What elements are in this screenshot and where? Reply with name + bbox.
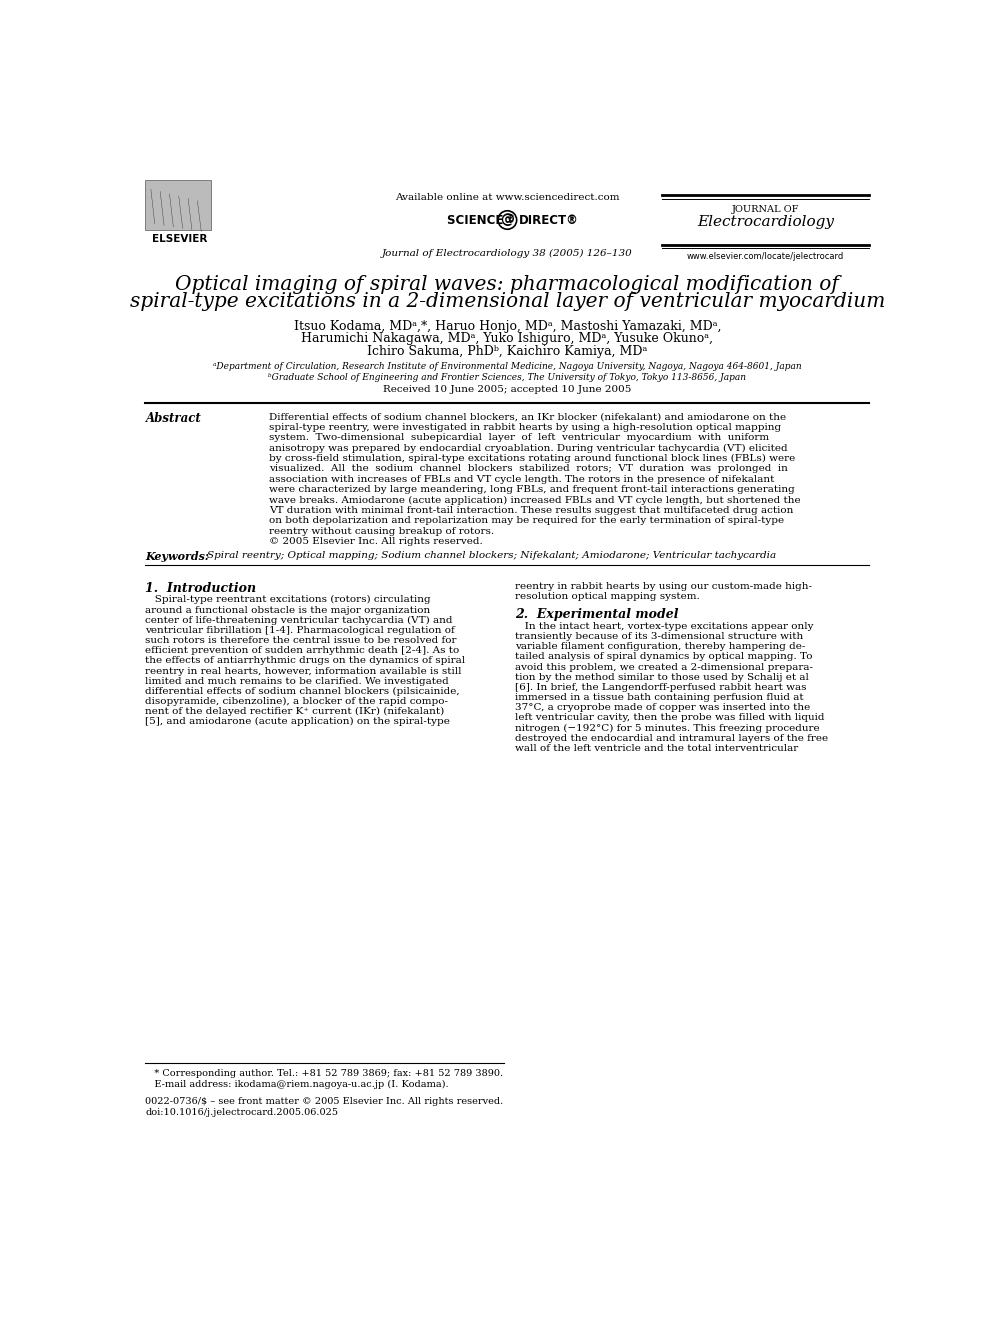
Text: visualized.  All  the  sodium  channel  blockers  stabilized  rotors;  VT  durat: visualized. All the sodium channel block… (269, 465, 788, 474)
Text: VT duration with minimal front-tail interaction. These results suggest that mult: VT duration with minimal front-tail inte… (269, 506, 794, 515)
Text: ventricular fibrillation [1-4]. Pharmacological regulation of: ventricular fibrillation [1-4]. Pharmaco… (146, 626, 455, 635)
Text: www.elsevier.com/locate/jelectrocard: www.elsevier.com/locate/jelectrocard (687, 252, 844, 261)
Text: ᵃDepartment of Circulation, Research Institute of Environmental Medicine, Nagoya: ᵃDepartment of Circulation, Research Ins… (213, 363, 802, 371)
Text: anisotropy was prepared by endocardial cryoablation. During ventricular tachycar: anisotropy was prepared by endocardial c… (269, 444, 788, 453)
Text: limited and much remains to be clarified. We investigated: limited and much remains to be clarified… (146, 677, 449, 685)
Text: [5], and amiodarone (acute application) on the spiral-type: [5], and amiodarone (acute application) … (146, 717, 450, 726)
Text: around a functional obstacle is the major organization: around a functional obstacle is the majo… (146, 606, 431, 615)
Text: Optical imaging of spiral waves: pharmacological modification of: Optical imaging of spiral waves: pharmac… (175, 276, 840, 294)
Text: Abstract: Abstract (146, 412, 201, 425)
Text: 1.  Introduction: 1. Introduction (146, 582, 256, 594)
Text: [6]. In brief, the Langendorff-perfused rabbit heart was: [6]. In brief, the Langendorff-perfused … (515, 682, 807, 692)
Text: spiral-type excitations in a 2-dimensional layer of ventricular myocardium: spiral-type excitations in a 2-dimension… (130, 293, 885, 312)
Text: by cross-field stimulation, spiral-type excitations rotating around functional b: by cross-field stimulation, spiral-type … (269, 454, 796, 463)
Text: Itsuo Kodama, MDᵃ,*, Haruo Honjo, MDᵃ, Mastoshi Yamazaki, MDᵃ,: Itsuo Kodama, MDᵃ,*, Haruo Honjo, MDᵃ, M… (294, 321, 721, 333)
Text: association with increases of FBLs and VT cycle length. The rotors in the presen: association with increases of FBLs and V… (269, 475, 775, 484)
Text: reentry without causing breakup of rotors.: reentry without causing breakup of rotor… (269, 527, 495, 536)
Text: Ichiro Sakuma, PhDᵇ, Kaichiro Kamiya, MDᵃ: Ichiro Sakuma, PhDᵇ, Kaichiro Kamiya, MD… (367, 345, 647, 358)
Text: efficient prevention of sudden arrhythmic death [2-4]. As to: efficient prevention of sudden arrhythmi… (146, 647, 459, 655)
Text: left ventricular cavity, then the probe was filled with liquid: left ventricular cavity, then the probe … (515, 713, 825, 722)
Text: Electrocardiology: Electrocardiology (697, 215, 834, 230)
Text: such rotors is therefore the central issue to be resolved for: such rotors is therefore the central iss… (146, 636, 457, 645)
Text: spiral-type reentry, were investigated in rabbit hearts by using a high-resoluti: spiral-type reentry, were investigated i… (269, 422, 781, 432)
Text: nitrogen (−192°C) for 5 minutes. This freezing procedure: nitrogen (−192°C) for 5 minutes. This fr… (515, 723, 820, 733)
Text: the effects of antiarrhythmic drugs on the dynamics of spiral: the effects of antiarrhythmic drugs on t… (146, 656, 465, 665)
Text: ᵇGraduate School of Engineering and Frontier Sciences, The University of Tokyo, : ᵇGraduate School of Engineering and Fron… (268, 374, 746, 383)
Text: JOURNAL OF: JOURNAL OF (732, 205, 799, 214)
Text: Spiral-type reentrant excitations (rotors) circulating: Spiral-type reentrant excitations (rotor… (146, 595, 431, 605)
Text: on both depolarization and repolarization may be required for the early terminat: on both depolarization and repolarizatio… (269, 516, 785, 525)
Text: @: @ (500, 213, 515, 227)
Text: 37°C, a cryoprobe made of copper was inserted into the: 37°C, a cryoprobe made of copper was ins… (515, 704, 811, 713)
Text: nent of the delayed rectifier K⁺ current (IKr) (nifekalant): nent of the delayed rectifier K⁺ current… (146, 708, 445, 717)
Text: Received 10 June 2005; accepted 10 June 2005: Received 10 June 2005; accepted 10 June … (383, 385, 632, 393)
Text: DIRECT®: DIRECT® (519, 214, 579, 227)
Text: Journal of Electrocardiology 38 (2005) 126–130: Journal of Electrocardiology 38 (2005) 1… (382, 249, 633, 259)
Text: E-mail address: ikodama@riem.nagoya-u.ac.jp (I. Kodama).: E-mail address: ikodama@riem.nagoya-u.ac… (146, 1080, 449, 1089)
Text: In the intact heart, vortex-type excitations appear only: In the intact heart, vortex-type excitat… (515, 622, 814, 631)
Text: 0022-0736/$ – see front matter © 2005 Elsevier Inc. All rights reserved.: 0022-0736/$ – see front matter © 2005 El… (146, 1097, 504, 1106)
Text: resolution optical mapping system.: resolution optical mapping system. (515, 591, 700, 601)
Text: system.  Two-dimensional  subepicardial  layer  of  left  ventricular  myocardiu: system. Two-dimensional subepicardial la… (269, 433, 769, 442)
Text: avoid this problem, we created a 2-dimensional prepara-: avoid this problem, we created a 2-dimen… (515, 663, 813, 672)
Text: ELSEVIER: ELSEVIER (151, 234, 207, 244)
Text: destroyed the endocardial and intramural layers of the free: destroyed the endocardial and intramural… (515, 734, 829, 743)
Text: 2.  Experimental model: 2. Experimental model (515, 609, 678, 620)
Text: center of life-threatening ventricular tachycardia (VT) and: center of life-threatening ventricular t… (146, 615, 453, 624)
Text: Keywords:: Keywords: (146, 550, 210, 562)
Text: transiently because of its 3-dimensional structure with: transiently because of its 3-dimensional… (515, 632, 803, 642)
Bar (146, 180, 211, 230)
Text: wave breaks. Amiodarone (acute application) increased FBLs and VT cycle length, : wave breaks. Amiodarone (acute applicati… (269, 496, 801, 504)
Text: Differential effects of sodium channel blockers, an IKr blocker (nifekalant) and: Differential effects of sodium channel b… (269, 412, 787, 421)
Text: SCIENCE: SCIENCE (446, 214, 507, 227)
Text: immersed in a tissue bath containing perfusion fluid at: immersed in a tissue bath containing per… (515, 693, 804, 702)
Text: * Corresponding author. Tel.: +81 52 789 3869; fax: +81 52 789 3890.: * Corresponding author. Tel.: +81 52 789… (146, 1069, 504, 1078)
Text: wall of the left ventricle and the total interventricular: wall of the left ventricle and the total… (515, 744, 798, 752)
Text: tion by the method similar to those used by Schalij et al: tion by the method similar to those used… (515, 673, 809, 681)
Text: disopyramide, cibenzoline), a blocker of the rapid compo-: disopyramide, cibenzoline), a blocker of… (146, 697, 448, 706)
Text: were characterized by large meandering, long FBLs, and frequent front-tail inter: were characterized by large meandering, … (269, 486, 795, 494)
Text: differential effects of sodium channel blockers (pilsicainide,: differential effects of sodium channel b… (146, 686, 460, 696)
Text: ®: ® (507, 214, 516, 223)
Text: Available online at www.sciencedirect.com: Available online at www.sciencedirect.co… (395, 193, 620, 202)
Text: reentry in rabbit hearts by using our custom-made high-: reentry in rabbit hearts by using our cu… (515, 582, 812, 590)
Text: reentry in real hearts, however, information available is still: reentry in real hearts, however, informa… (146, 667, 462, 676)
Text: variable filament configuration, thereby hampering de-: variable filament configuration, thereby… (515, 643, 806, 651)
Text: doi:10.1016/j.jelectrocard.2005.06.025: doi:10.1016/j.jelectrocard.2005.06.025 (146, 1107, 339, 1117)
Text: tailed analysis of spiral dynamics by optical mapping. To: tailed analysis of spiral dynamics by op… (515, 652, 813, 661)
Text: © 2005 Elsevier Inc. All rights reserved.: © 2005 Elsevier Inc. All rights reserved… (269, 537, 483, 546)
Text: Spiral reentry; Optical mapping; Sodium channel blockers; Nifekalant; Amiodarone: Spiral reentry; Optical mapping; Sodium … (208, 550, 776, 560)
Text: Harumichi Nakagawa, MDᵃ, Yuko Ishiguro, MDᵃ, Yusuke Okunoᵃ,: Harumichi Nakagawa, MDᵃ, Yuko Ishiguro, … (301, 333, 714, 346)
